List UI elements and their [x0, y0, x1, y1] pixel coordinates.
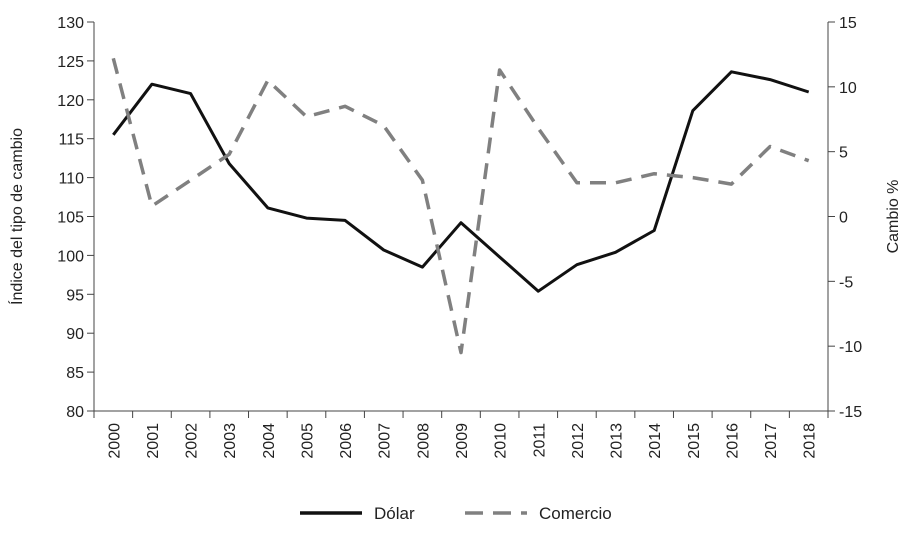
data-point	[266, 206, 269, 209]
data-point	[305, 115, 308, 118]
data-point	[730, 183, 733, 186]
data-point	[498, 255, 501, 258]
x-tick-label: 2009	[454, 423, 471, 459]
x-tick-label: 2018	[802, 423, 819, 459]
data-point	[189, 179, 192, 182]
series-line-comercio	[111, 57, 810, 355]
data-point	[112, 133, 115, 136]
x-tick-label: 2002	[184, 423, 201, 459]
x-tick-label: 2011	[531, 423, 548, 458]
right-tick-label: -10	[839, 339, 862, 356]
x-tick-label: 2005	[299, 423, 316, 459]
data-point	[575, 181, 578, 184]
x-tick-label: 2016	[724, 423, 741, 459]
x-tick-label: 2004	[261, 423, 278, 459]
data-point	[421, 266, 424, 269]
x-tick-label: 2001	[145, 423, 162, 459]
data-point	[691, 176, 694, 179]
data-point	[537, 290, 540, 293]
data-point	[266, 79, 269, 82]
x-tick-label: 2008	[415, 423, 432, 459]
left-axis-title: Índice del tipo de cambio	[7, 128, 26, 305]
data-point	[382, 124, 385, 127]
left-tick-label: 130	[57, 15, 84, 32]
x-tick-label: 2013	[609, 423, 626, 459]
right-tick-label: 15	[839, 15, 857, 32]
legend: Dólar Comercio	[300, 504, 612, 523]
left-tick-label: 125	[57, 54, 84, 71]
data-point	[691, 109, 694, 112]
data-point	[344, 105, 347, 108]
x-tick-label: 2015	[686, 423, 703, 459]
data-point	[769, 78, 772, 81]
left-tick-label: 90	[66, 326, 84, 343]
x-tick-label: 2007	[377, 423, 394, 459]
x-tick-label: 2012	[570, 423, 587, 459]
left-tick-label: 115	[58, 132, 84, 149]
right-tick-label: 0	[839, 210, 848, 227]
left-tick-label: 120	[57, 93, 84, 110]
data-point	[653, 229, 656, 232]
data-point	[150, 83, 153, 86]
right-axis-title: Cambio %	[885, 180, 902, 254]
data-point	[769, 145, 772, 148]
data-point	[653, 172, 656, 175]
data-point	[614, 251, 617, 254]
right-tick-label: 10	[839, 80, 857, 97]
series-layer	[111, 57, 810, 355]
data-point	[460, 221, 463, 224]
legend-label: Dólar	[374, 504, 415, 523]
data-point	[150, 205, 153, 208]
data-point	[807, 159, 810, 162]
data-point	[305, 217, 308, 220]
data-point	[498, 68, 501, 71]
left-tick-label: 100	[57, 248, 84, 265]
data-point	[344, 219, 347, 222]
series-line-d-lar	[112, 70, 810, 293]
data-point	[189, 92, 192, 95]
data-point	[730, 70, 733, 73]
left-tick-label: 105	[57, 210, 84, 227]
right-tick-label: 5	[839, 145, 848, 162]
data-point	[421, 179, 424, 182]
right-tick-label: -15	[839, 404, 862, 421]
left-tick-label: 85	[66, 365, 84, 382]
data-point	[228, 162, 231, 165]
data-point	[575, 263, 578, 266]
right-tick-label: -5	[839, 274, 853, 291]
left-tick-label: 80	[66, 404, 84, 421]
x-tick-label: 2003	[222, 423, 239, 459]
legend-label: Comercio	[539, 504, 612, 523]
x-tick-label: 2006	[338, 423, 355, 459]
data-point	[807, 91, 810, 94]
data-point	[614, 181, 617, 184]
x-tick-label: 2014	[647, 423, 664, 459]
axes-layer: 80 85 90 95 100 105 110 115 120 125 130 -15 -10 -5 0 5 1…	[7, 15, 902, 459]
data-point	[537, 127, 540, 130]
x-tick-label: 2010	[493, 423, 510, 459]
data-point	[382, 248, 385, 251]
left-tick-label: 110	[58, 171, 84, 188]
x-tick-label: 2000	[106, 423, 123, 459]
data-point	[460, 351, 463, 354]
data-point	[112, 57, 115, 60]
x-tick-label: 2017	[763, 423, 780, 459]
left-tick-label: 95	[66, 287, 84, 304]
data-point	[228, 153, 231, 156]
